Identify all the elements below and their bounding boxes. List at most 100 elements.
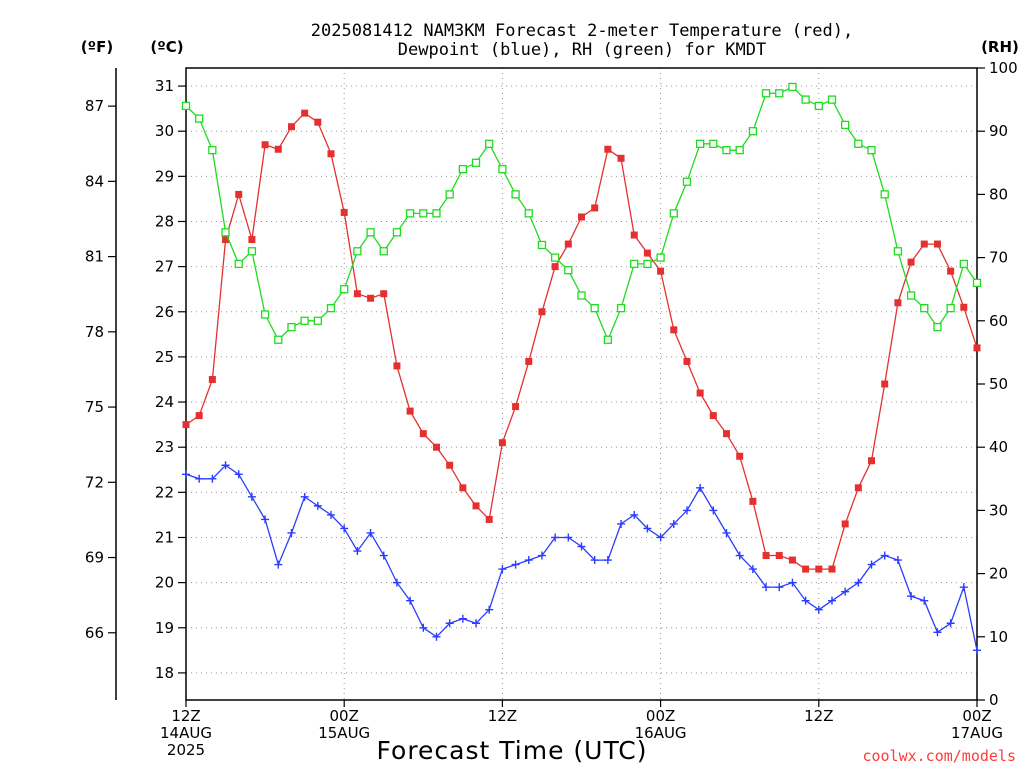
- temperature-point: [788, 556, 796, 564]
- temperature-point: [564, 240, 572, 248]
- rh-point: [814, 101, 823, 111]
- temperature-point: [551, 263, 559, 271]
- dewpoint-point: [379, 551, 388, 560]
- rh-point: [775, 89, 784, 98]
- dewpoint-point: [261, 515, 270, 524]
- rh-point: [274, 335, 283, 344]
- rh-point: [761, 89, 771, 98]
- dewpoint-point: [827, 596, 836, 605]
- temperature-point: [841, 520, 849, 528]
- temperature-point: [749, 497, 757, 505]
- temperature-point: [446, 461, 454, 469]
- rh-point: [366, 228, 375, 237]
- rh-point: [788, 82, 797, 92]
- dewpoint-point: [854, 578, 863, 587]
- celsius-tick-label: 31: [155, 77, 174, 95]
- temperature-point: [182, 421, 190, 429]
- rh-tick-label: 20: [989, 565, 1008, 583]
- rh-point: [471, 158, 481, 167]
- rh-point: [801, 95, 810, 104]
- rh-point: [893, 247, 903, 256]
- dewpoint-point: [485, 605, 494, 614]
- dewpoint-point: [801, 596, 810, 605]
- x-tick-label: 12Z: [804, 707, 833, 725]
- temperature-point: [512, 403, 520, 411]
- dewpoint-point: [735, 551, 744, 560]
- rh-point: [722, 146, 731, 155]
- fahrenheit-tick-label: 87: [85, 97, 104, 115]
- x-tick-label-line: 16AUG: [635, 724, 687, 742]
- temperature-point: [235, 190, 243, 198]
- rh-point: [827, 95, 837, 104]
- fahrenheit-tick-label: 75: [85, 398, 104, 416]
- temperature-point: [775, 552, 783, 560]
- dewpoint-point: [327, 510, 336, 519]
- x-tick-label-line: 12Z: [488, 707, 517, 725]
- temperature-point: [208, 375, 216, 383]
- dewpoint-point: [274, 560, 283, 569]
- dewpoint-point: [880, 551, 889, 560]
- temperature-point: [314, 118, 322, 126]
- temperature-point: [894, 299, 902, 307]
- fahrenheit-axis-label: (ºF): [81, 38, 113, 56]
- rh-point: [854, 139, 863, 148]
- dewpoint-point: [419, 623, 428, 632]
- celsius-tick-label: 21: [155, 528, 174, 546]
- dewpoint-point: [524, 556, 533, 565]
- rh-tick-label: 80: [989, 185, 1008, 203]
- rh-point: [669, 209, 678, 218]
- rh-point: [340, 285, 349, 294]
- rh-tick-label: 50: [989, 375, 1008, 393]
- temperature-point: [327, 150, 335, 158]
- temperature-point: [525, 357, 533, 365]
- dewpoint-point: [669, 519, 678, 528]
- dewpoint-point: [208, 474, 217, 483]
- rh-point: [181, 101, 191, 111]
- dewpoint-point: [959, 583, 968, 592]
- dewpoint-point: [867, 560, 876, 569]
- rh-point: [920, 304, 929, 313]
- rh-point: [195, 114, 204, 123]
- x-tick-label-line: 17AUG: [951, 724, 1003, 742]
- rh-point: [405, 209, 415, 218]
- temperature-point: [973, 344, 981, 352]
- dewpoint-point: [722, 528, 731, 537]
- temperature-point: [301, 109, 309, 117]
- temperature-point: [696, 389, 704, 397]
- dewpoint-point: [313, 501, 322, 510]
- dewpoint-point: [300, 492, 309, 501]
- rh-point: [379, 247, 388, 256]
- rh-point: [590, 304, 599, 313]
- rh-point: [564, 266, 573, 275]
- rh-tick-label: 10: [989, 628, 1008, 646]
- temperature-point: [485, 515, 493, 523]
- dewpoint-point: [762, 583, 771, 592]
- rh-tick-label: 0: [989, 691, 999, 709]
- rh-point: [392, 228, 402, 237]
- x-tick-label-line: 00Z: [962, 707, 991, 725]
- rh-point: [300, 316, 309, 325]
- temperature-point: [630, 231, 638, 239]
- temperature-point: [947, 267, 955, 275]
- temperature-point: [604, 145, 612, 153]
- dewpoint-point: [353, 547, 362, 556]
- x-tick-label-line: 00Z: [646, 707, 675, 725]
- x-tick-label-line: 12Z: [804, 707, 833, 725]
- dewpoint-point: [907, 592, 916, 601]
- temperature-point: [222, 236, 230, 244]
- rh-point: [748, 127, 758, 136]
- rh-point: [485, 139, 494, 148]
- temperature-point: [657, 267, 665, 275]
- rh-point: [326, 304, 336, 313]
- x-tick-label-line: 12Z: [171, 707, 200, 725]
- rh-point: [696, 139, 705, 148]
- temperature-point: [828, 565, 836, 573]
- rh-point: [260, 310, 270, 319]
- x-tick-label: 00Z 15AUG: [318, 707, 370, 742]
- temperature-point: [762, 552, 770, 560]
- series: [181, 82, 982, 655]
- celsius-tick-label: 24: [155, 393, 174, 411]
- temperature-point: [406, 407, 414, 415]
- celsius-tick-label: 29: [155, 167, 174, 185]
- temperature-point: [920, 240, 928, 248]
